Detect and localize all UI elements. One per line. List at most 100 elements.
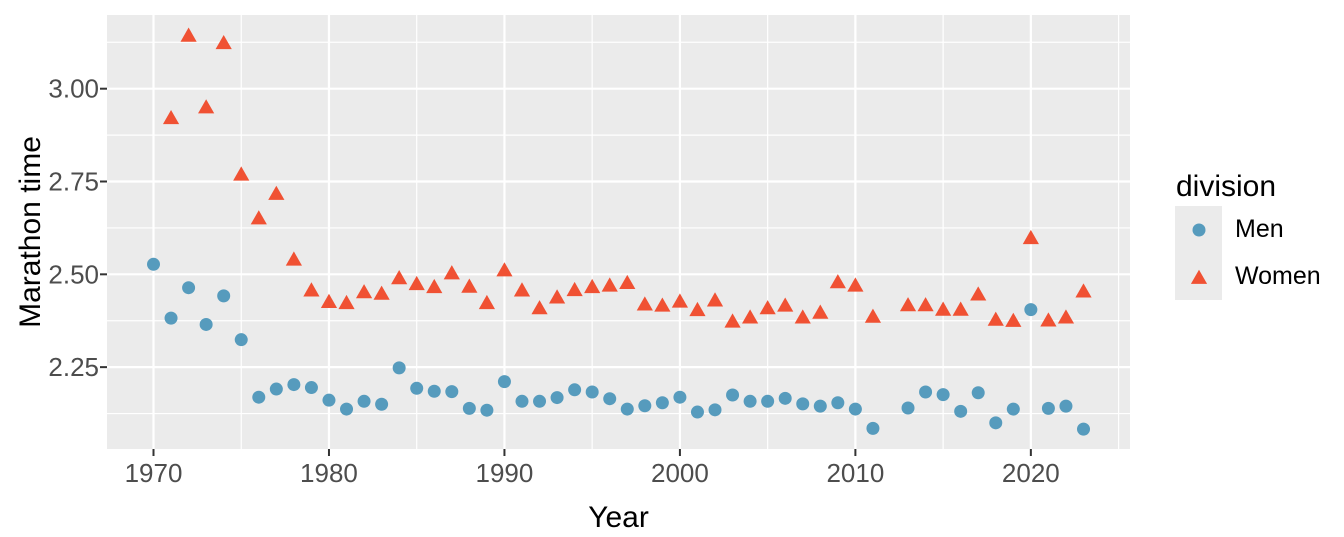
y-tick-label: 2.50 — [48, 259, 99, 289]
data-point-women — [917, 297, 934, 312]
data-point-men — [919, 385, 933, 399]
data-point-women — [303, 282, 320, 297]
data-point-women — [864, 308, 882, 323]
data-point-women — [461, 278, 478, 293]
legend-key-box — [1175, 206, 1222, 253]
data-point-men — [585, 385, 599, 399]
data-point-women — [847, 277, 864, 292]
data-point-men — [217, 289, 231, 303]
legend-label-men: Men — [1235, 215, 1284, 243]
data-point-women — [619, 274, 636, 290]
data-point-men — [322, 393, 336, 407]
data-point-men — [375, 397, 389, 411]
legend-title: division — [1176, 170, 1277, 203]
y-axis-title: Marathon time — [14, 136, 47, 328]
data-point-women — [391, 269, 408, 285]
data-point-men — [304, 381, 318, 395]
legend: division Men Women — [1175, 169, 1321, 300]
x-tick-label: 2020 — [1002, 458, 1060, 488]
data-point-men — [1059, 399, 1073, 413]
data-point-women — [742, 309, 759, 324]
legend-key-women: Women — [1175, 253, 1321, 300]
data-point-women — [952, 301, 969, 316]
data-point-women — [426, 278, 443, 294]
data-point-men — [620, 402, 634, 416]
data-point-men — [252, 390, 266, 404]
data-point-women — [899, 297, 917, 312]
data-point-women — [636, 296, 653, 311]
data-point-men — [901, 401, 915, 415]
data-point-women — [355, 284, 373, 299]
data-point-men — [954, 404, 968, 418]
y-tick-label: 2.25 — [48, 352, 99, 382]
data-point-women — [1075, 283, 1092, 298]
data-point-women — [443, 265, 460, 280]
data-point-women — [338, 294, 355, 310]
legend-key-box — [1175, 253, 1222, 300]
data-point-men — [568, 383, 582, 397]
data-point-women — [970, 286, 987, 301]
data-point-men — [287, 378, 301, 392]
data-point-men — [708, 403, 722, 417]
data-point-women — [215, 34, 232, 50]
data-point-men — [550, 391, 564, 405]
data-point-men — [831, 396, 845, 410]
data-point-men — [462, 401, 476, 415]
data-point-men — [655, 396, 669, 410]
data-point-men — [673, 390, 687, 404]
data-point-men — [182, 281, 196, 295]
data-point-men — [497, 375, 511, 389]
data-point-men — [971, 386, 985, 400]
data-point-men — [340, 402, 354, 416]
data-point-women — [233, 166, 250, 181]
y-tick-label: 3.00 — [48, 74, 99, 104]
data-point-men — [778, 391, 792, 405]
data-point-women — [513, 282, 531, 297]
data-point-men — [1077, 422, 1090, 436]
data-point-women — [1022, 229, 1039, 245]
x-tick-label: 2010 — [826, 458, 884, 488]
data-point-men — [164, 311, 178, 325]
data-point-women — [285, 251, 302, 266]
triangle-glyph — [1190, 269, 1207, 284]
data-point-men — [357, 394, 371, 408]
data-point-women — [496, 262, 513, 277]
data-point-men — [603, 392, 617, 406]
data-point-women — [180, 27, 197, 42]
x-tick-label: 2000 — [651, 458, 709, 488]
y-tick-label: 2.75 — [48, 167, 99, 197]
data-point-men — [199, 317, 213, 331]
data-point-men — [445, 385, 459, 399]
data-point-men — [1024, 303, 1038, 317]
data-point-men — [480, 403, 494, 417]
data-point-men — [726, 388, 740, 402]
data-point-women — [373, 285, 390, 300]
data-point-women — [829, 274, 846, 289]
data-point-women — [548, 289, 566, 304]
data-point-women — [1057, 309, 1075, 324]
data-point-women — [268, 185, 285, 200]
data-point-men — [866, 421, 880, 435]
data-point-women — [671, 293, 689, 308]
plot-panel — [107, 15, 1130, 449]
data-point-men — [936, 388, 950, 402]
data-point-women — [654, 297, 671, 312]
legend-marker-triangle-icon — [1190, 269, 1207, 284]
data-point-women — [162, 109, 180, 125]
x-tick-label: 1990 — [476, 458, 534, 488]
legend-marker-circle-icon — [1192, 223, 1205, 236]
data-point-women — [812, 304, 829, 319]
data-point-men — [761, 394, 775, 408]
data-point-women — [478, 294, 495, 310]
data-point-men — [234, 333, 248, 347]
data-point-women — [320, 293, 338, 308]
data-point-women — [706, 292, 724, 307]
data-point-women — [777, 297, 794, 312]
data-point-women — [408, 275, 425, 291]
data-point-women — [794, 309, 811, 324]
data-point-men — [813, 399, 827, 413]
data-point-women — [250, 210, 267, 225]
data-point-women — [584, 278, 601, 294]
data-point-women — [689, 301, 706, 317]
